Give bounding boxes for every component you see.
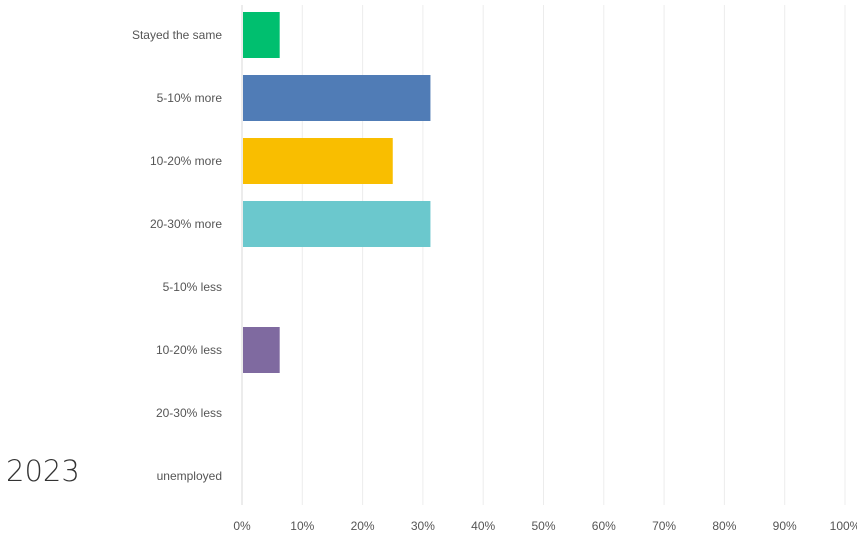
category-label: 10-20% more: [150, 154, 222, 168]
bar: [243, 201, 431, 247]
x-tick-label: 20%: [351, 519, 375, 533]
x-tick-label: 60%: [592, 519, 616, 533]
x-tick-label: 90%: [773, 519, 797, 533]
category-label: unemployed: [157, 469, 222, 483]
category-label: 5-10% more: [157, 91, 223, 105]
category-label: 20-30% less: [156, 406, 222, 420]
category-label: Stayed the same: [132, 28, 222, 42]
bars: [243, 12, 431, 373]
x-tick-label: 80%: [712, 519, 736, 533]
category-label: 5-10% less: [163, 280, 222, 294]
bar: [243, 12, 280, 58]
bar: [243, 327, 280, 373]
x-tick-label: 40%: [471, 519, 495, 533]
year-label: 2023: [6, 454, 80, 488]
x-tick-label: 50%: [531, 519, 555, 533]
category-labels: Stayed the same 5-10% more 10-20% more 20-3…: [132, 28, 222, 483]
category-label: 20-30% more: [150, 217, 222, 231]
x-tick-label: 30%: [411, 519, 435, 533]
x-tick-label: 10%: [290, 519, 314, 533]
category-label: 10-20% less: [156, 343, 222, 357]
x-tick-labels: 0% 10% 20% 30% 40% 50% 60% 70% 80% 90% 100%: [233, 519, 857, 533]
bar: [243, 75, 431, 121]
x-tick-label: 70%: [652, 519, 676, 533]
x-tick-label: 100%: [830, 519, 857, 533]
bar: [243, 138, 393, 184]
x-tick-label: 0%: [233, 519, 251, 533]
